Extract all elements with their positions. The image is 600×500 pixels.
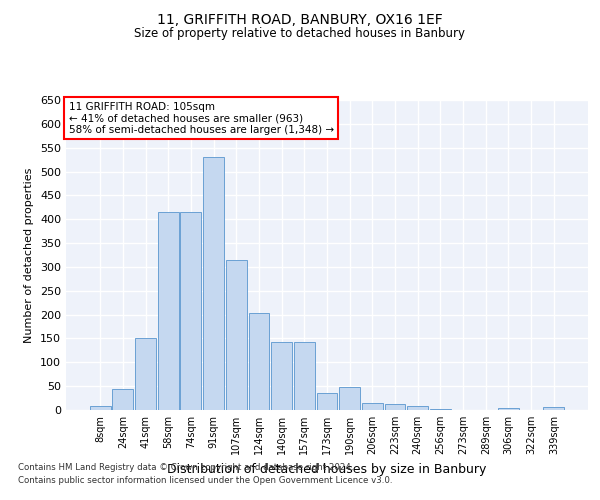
Bar (317, 394, 337, 410)
Bar (112, 388, 133, 410)
Bar (271, 342, 292, 410)
Text: 11, GRIFFITH ROAD, BANBURY, OX16 1EF: 11, GRIFFITH ROAD, BANBURY, OX16 1EF (157, 12, 443, 26)
Bar (339, 387, 360, 410)
Bar (385, 404, 406, 410)
Y-axis label: Number of detached properties: Number of detached properties (25, 168, 34, 342)
Text: Contains public sector information licensed under the Open Government Licence v3: Contains public sector information licen… (18, 476, 392, 485)
X-axis label: Distribution of detached houses by size in Banbury: Distribution of detached houses by size … (167, 462, 487, 475)
Bar (294, 342, 315, 410)
Bar (158, 212, 179, 410)
Bar (407, 406, 428, 410)
Bar (544, 406, 564, 410)
Bar (362, 403, 383, 410)
Text: 11 GRIFFITH ROAD: 105sqm
← 41% of detached houses are smaller (963)
58% of semi-: 11 GRIFFITH ROAD: 105sqm ← 41% of detach… (68, 102, 334, 134)
Bar (203, 157, 224, 410)
Bar (181, 212, 202, 410)
Bar (135, 338, 156, 410)
Bar (498, 408, 519, 410)
Bar (226, 260, 247, 410)
Text: Contains HM Land Registry data © Crown copyright and database right 2024.: Contains HM Land Registry data © Crown c… (18, 464, 353, 472)
Bar (430, 408, 451, 410)
Bar (248, 313, 269, 410)
Bar (90, 406, 110, 410)
Text: Size of property relative to detached houses in Banbury: Size of property relative to detached ho… (134, 28, 466, 40)
